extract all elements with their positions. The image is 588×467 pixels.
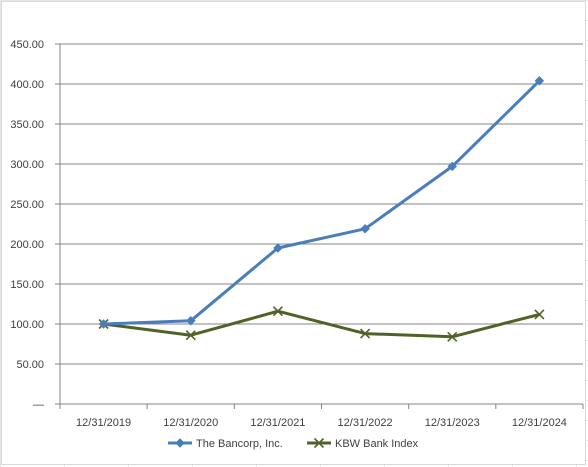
y-tick-label: 300.00 xyxy=(10,159,44,171)
data-point-diamond xyxy=(273,243,283,253)
legend: The Bancorp, Inc. KBW Bank Index xyxy=(168,437,419,450)
data-point-diamond xyxy=(360,223,370,234)
y-tick-label: 450.00 xyxy=(10,39,44,51)
y-axis-tick-labels: — 50.00 100.00 150.00 200.00 250.00 300.00 350.… xyxy=(10,39,44,411)
y-tick-label: 200.00 xyxy=(10,239,44,251)
legend-item-0: The Bancorp, Inc. xyxy=(168,438,283,450)
legend-item-1: KBW Bank Index xyxy=(307,437,419,450)
y-tick-label: 350.00 xyxy=(10,119,44,131)
series-line-1 xyxy=(103,309,540,339)
y-tick-label: 250.00 xyxy=(10,199,44,211)
legend-label: KBW Bank Index xyxy=(335,438,419,450)
x-tick-label: 12/31/2020 xyxy=(163,417,218,429)
x-marker-stroke xyxy=(447,331,458,342)
data-point-x xyxy=(360,328,371,339)
x-marker-stroke xyxy=(360,328,371,339)
x-tick-label: 12/31/2021 xyxy=(250,417,305,429)
y-tick-label: 400.00 xyxy=(10,79,44,91)
x-tick-label: 12/31/2024 xyxy=(512,417,567,429)
data-point-x xyxy=(272,306,283,317)
x-marker-stroke xyxy=(534,309,545,320)
data-point-diamond xyxy=(534,75,545,86)
x-marker-stroke xyxy=(313,437,325,449)
series-group xyxy=(98,75,545,342)
data-point-x xyxy=(447,331,458,342)
data-point-x xyxy=(185,330,196,341)
y-tick-label: 150.00 xyxy=(10,279,44,291)
axes xyxy=(55,43,584,409)
x-tick-label: 12/31/2019 xyxy=(76,417,131,429)
data-point-diamond xyxy=(185,315,196,326)
x-tick-label: 12/31/2023 xyxy=(425,417,480,429)
y-tick-label: 50.00 xyxy=(16,359,44,371)
y-tick-label: — xyxy=(33,399,44,411)
x-marker-stroke xyxy=(185,330,196,341)
series-line-0 xyxy=(103,79,541,326)
x-axis-tick-labels: 12/31/2019 12/31/2020 12/31/2021 12/31/2022… xyxy=(76,417,567,429)
data-point-x xyxy=(534,309,545,320)
diamond-icon xyxy=(175,438,185,448)
legend-label: The Bancorp, Inc. xyxy=(196,438,283,450)
x-marker-stroke xyxy=(272,306,283,317)
y-tick-label: 100.00 xyxy=(10,319,44,331)
x-icon xyxy=(313,437,325,449)
data-point-diamond xyxy=(98,319,109,329)
data-point-diamond xyxy=(447,161,458,172)
gridlines xyxy=(60,43,583,365)
x-tick-label: 12/31/2022 xyxy=(338,417,393,429)
